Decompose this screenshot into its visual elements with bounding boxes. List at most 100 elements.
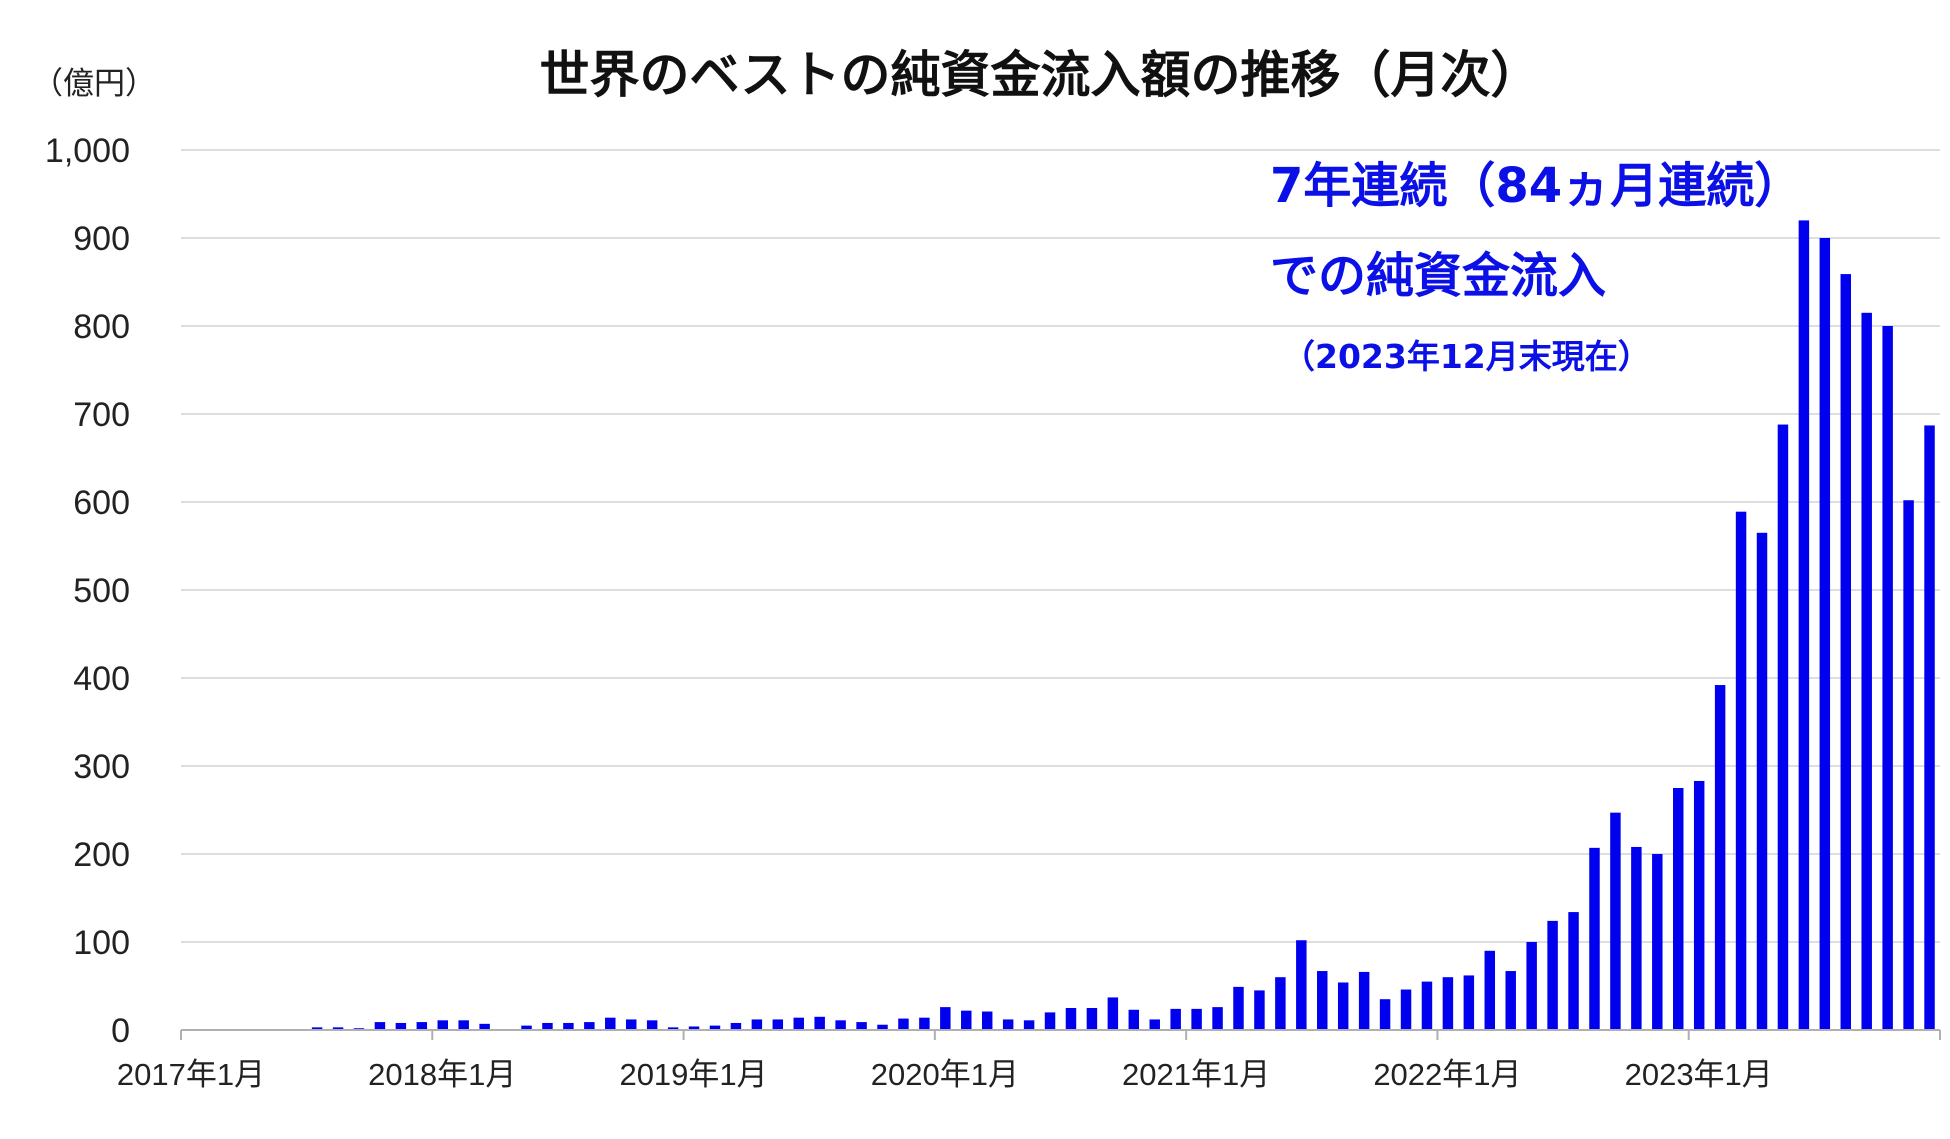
x-tick-label: 2020年1月 — [871, 1057, 1019, 1092]
bar-2022-01 — [1442, 977, 1454, 1030]
bar-2019-05 — [772, 1019, 784, 1030]
bar-2019-06 — [793, 1017, 804, 1030]
bar-2023-07 — [1819, 238, 1831, 1030]
bar-2018-11 — [646, 1020, 658, 1030]
y-tick-label: 900 — [73, 220, 130, 258]
bar-2019-12 — [919, 1017, 930, 1030]
bar-2022-06 — [1547, 920, 1558, 1030]
bar-2021-05 — [1275, 977, 1286, 1030]
annotation-line1: 7年連続（84ヵ月連続） — [1270, 158, 1802, 214]
bar-2018-12 — [667, 1027, 679, 1030]
bar-2022-02 — [1463, 975, 1475, 1030]
bar-2022-10 — [1631, 846, 1642, 1030]
bar-2018-09 — [605, 1017, 616, 1030]
bar-2021-06 — [1296, 940, 1307, 1030]
bar-2019-08 — [835, 1020, 846, 1030]
y-axis-unit-label: （億円） — [32, 66, 156, 102]
y-tick-label: 400 — [73, 660, 130, 698]
bar-2021-12 — [1421, 981, 1433, 1030]
bar-2021-01 — [1191, 1008, 1202, 1030]
bar-2018-08 — [584, 1022, 595, 1030]
bar-2021-11 — [1400, 989, 1412, 1030]
x-tick-label: 2017年1月 — [117, 1057, 265, 1092]
bar-2022-03 — [1484, 950, 1496, 1030]
gridlines — [181, 149, 1940, 943]
bar-2020-09 — [1107, 997, 1119, 1030]
bar-2017-11 — [395, 1022, 407, 1030]
bar-2022-08 — [1589, 847, 1600, 1030]
bar-2019-07 — [814, 1016, 825, 1030]
bar-2017-12 — [416, 1022, 428, 1030]
y-tick-label: 600 — [73, 484, 130, 522]
annotation-line2: での純資金流入 — [1270, 248, 1606, 304]
bar-2018-02 — [458, 1020, 469, 1030]
bar-2021-10 — [1379, 999, 1391, 1030]
bar-2018-10 — [625, 1019, 637, 1030]
bar-2021-02 — [1212, 1007, 1223, 1030]
annotation-line3: （2023年12月末現在） — [1282, 337, 1651, 376]
bar-2023-12 — [1924, 425, 1935, 1030]
y-tick-label: 500 — [73, 572, 130, 610]
y-tick-label: 1,000 — [45, 132, 130, 170]
y-tick-label: 200 — [73, 836, 130, 874]
bar-2020-04 — [1002, 1019, 1014, 1030]
bar-2023-10 — [1882, 326, 1893, 1030]
bar-2022-05 — [1526, 942, 1537, 1030]
bar-2018-01 — [437, 1020, 448, 1030]
bar-2022-07 — [1568, 912, 1579, 1030]
y-tick-label: 0 — [111, 1012, 130, 1050]
bar-2020-12 — [1170, 1008, 1181, 1030]
x-tick-label: 2021年1月 — [1122, 1057, 1270, 1092]
y-tick-label: 100 — [73, 924, 130, 962]
bar-2022-09 — [1610, 812, 1621, 1030]
chart-title: 世界のベストの純資金流入額の推移（月次） — [540, 46, 1541, 104]
bar-2019-02 — [709, 1025, 721, 1030]
bar-2023-04 — [1756, 532, 1768, 1030]
bar-2020-03 — [981, 1011, 993, 1030]
bar-2019-10 — [877, 1024, 888, 1030]
y-tick-label: 800 — [73, 308, 130, 346]
bar-2019-11 — [898, 1018, 909, 1030]
bar-2023-08 — [1840, 274, 1852, 1031]
bar-2018-06 — [542, 1022, 553, 1030]
bar-2017-07 — [311, 1027, 323, 1030]
bar-2021-09 — [1358, 971, 1370, 1030]
bar-2018-03 — [479, 1023, 490, 1030]
bar-2019-03 — [730, 1022, 742, 1030]
bar-2019-04 — [751, 1019, 763, 1030]
y-tick-label: 300 — [73, 748, 130, 786]
bar-2023-05 — [1777, 424, 1789, 1030]
bar-2020-02 — [961, 1010, 972, 1030]
bar-2022-04 — [1505, 971, 1516, 1030]
y-axis-tick-labels: 0 100 200 300 400 500 600 700 800 900 1,000 — [45, 132, 130, 1050]
bars — [311, 220, 1935, 1031]
bar-2022-11 — [1652, 854, 1663, 1030]
bar-2023-11 — [1903, 500, 1914, 1030]
x-tick-label: 2019年1月 — [619, 1057, 767, 1092]
x-axis-tick-labels: 2017年1月 2018年1月 2019年1月 2020年1月 2021年1月 2022年… — [117, 1057, 1773, 1092]
y-tick-label: 700 — [73, 396, 130, 434]
bar-2019-09 — [856, 1022, 867, 1030]
bar-2018-07 — [563, 1022, 574, 1030]
bar-2020-06 — [1044, 1012, 1056, 1030]
bar-2023-03 — [1735, 511, 1747, 1030]
bar-2020-01 — [940, 1007, 951, 1030]
x-axis — [180, 1029, 1941, 1040]
bar-2020-11 — [1149, 1019, 1160, 1030]
bar-2019-01 — [688, 1026, 700, 1030]
bar-2020-08 — [1086, 1008, 1098, 1030]
bar-2021-08 — [1337, 982, 1349, 1030]
bar-2017-10 — [374, 1022, 386, 1030]
bar-2020-10 — [1128, 1009, 1140, 1030]
bar-2023-01 — [1693, 780, 1705, 1030]
bar-2020-05 — [1023, 1020, 1035, 1030]
bar-2023-02 — [1714, 685, 1726, 1030]
bar-2021-03 — [1233, 986, 1244, 1030]
x-tick-label: 2018年1月 — [368, 1057, 516, 1092]
x-tick-label: 2022年1月 — [1373, 1057, 1521, 1092]
x-tick-label: 2023年1月 — [1625, 1057, 1773, 1092]
bar-2021-07 — [1317, 971, 1328, 1030]
bar-2023-06 — [1798, 220, 1810, 1030]
bar-2017-08 — [332, 1027, 344, 1030]
